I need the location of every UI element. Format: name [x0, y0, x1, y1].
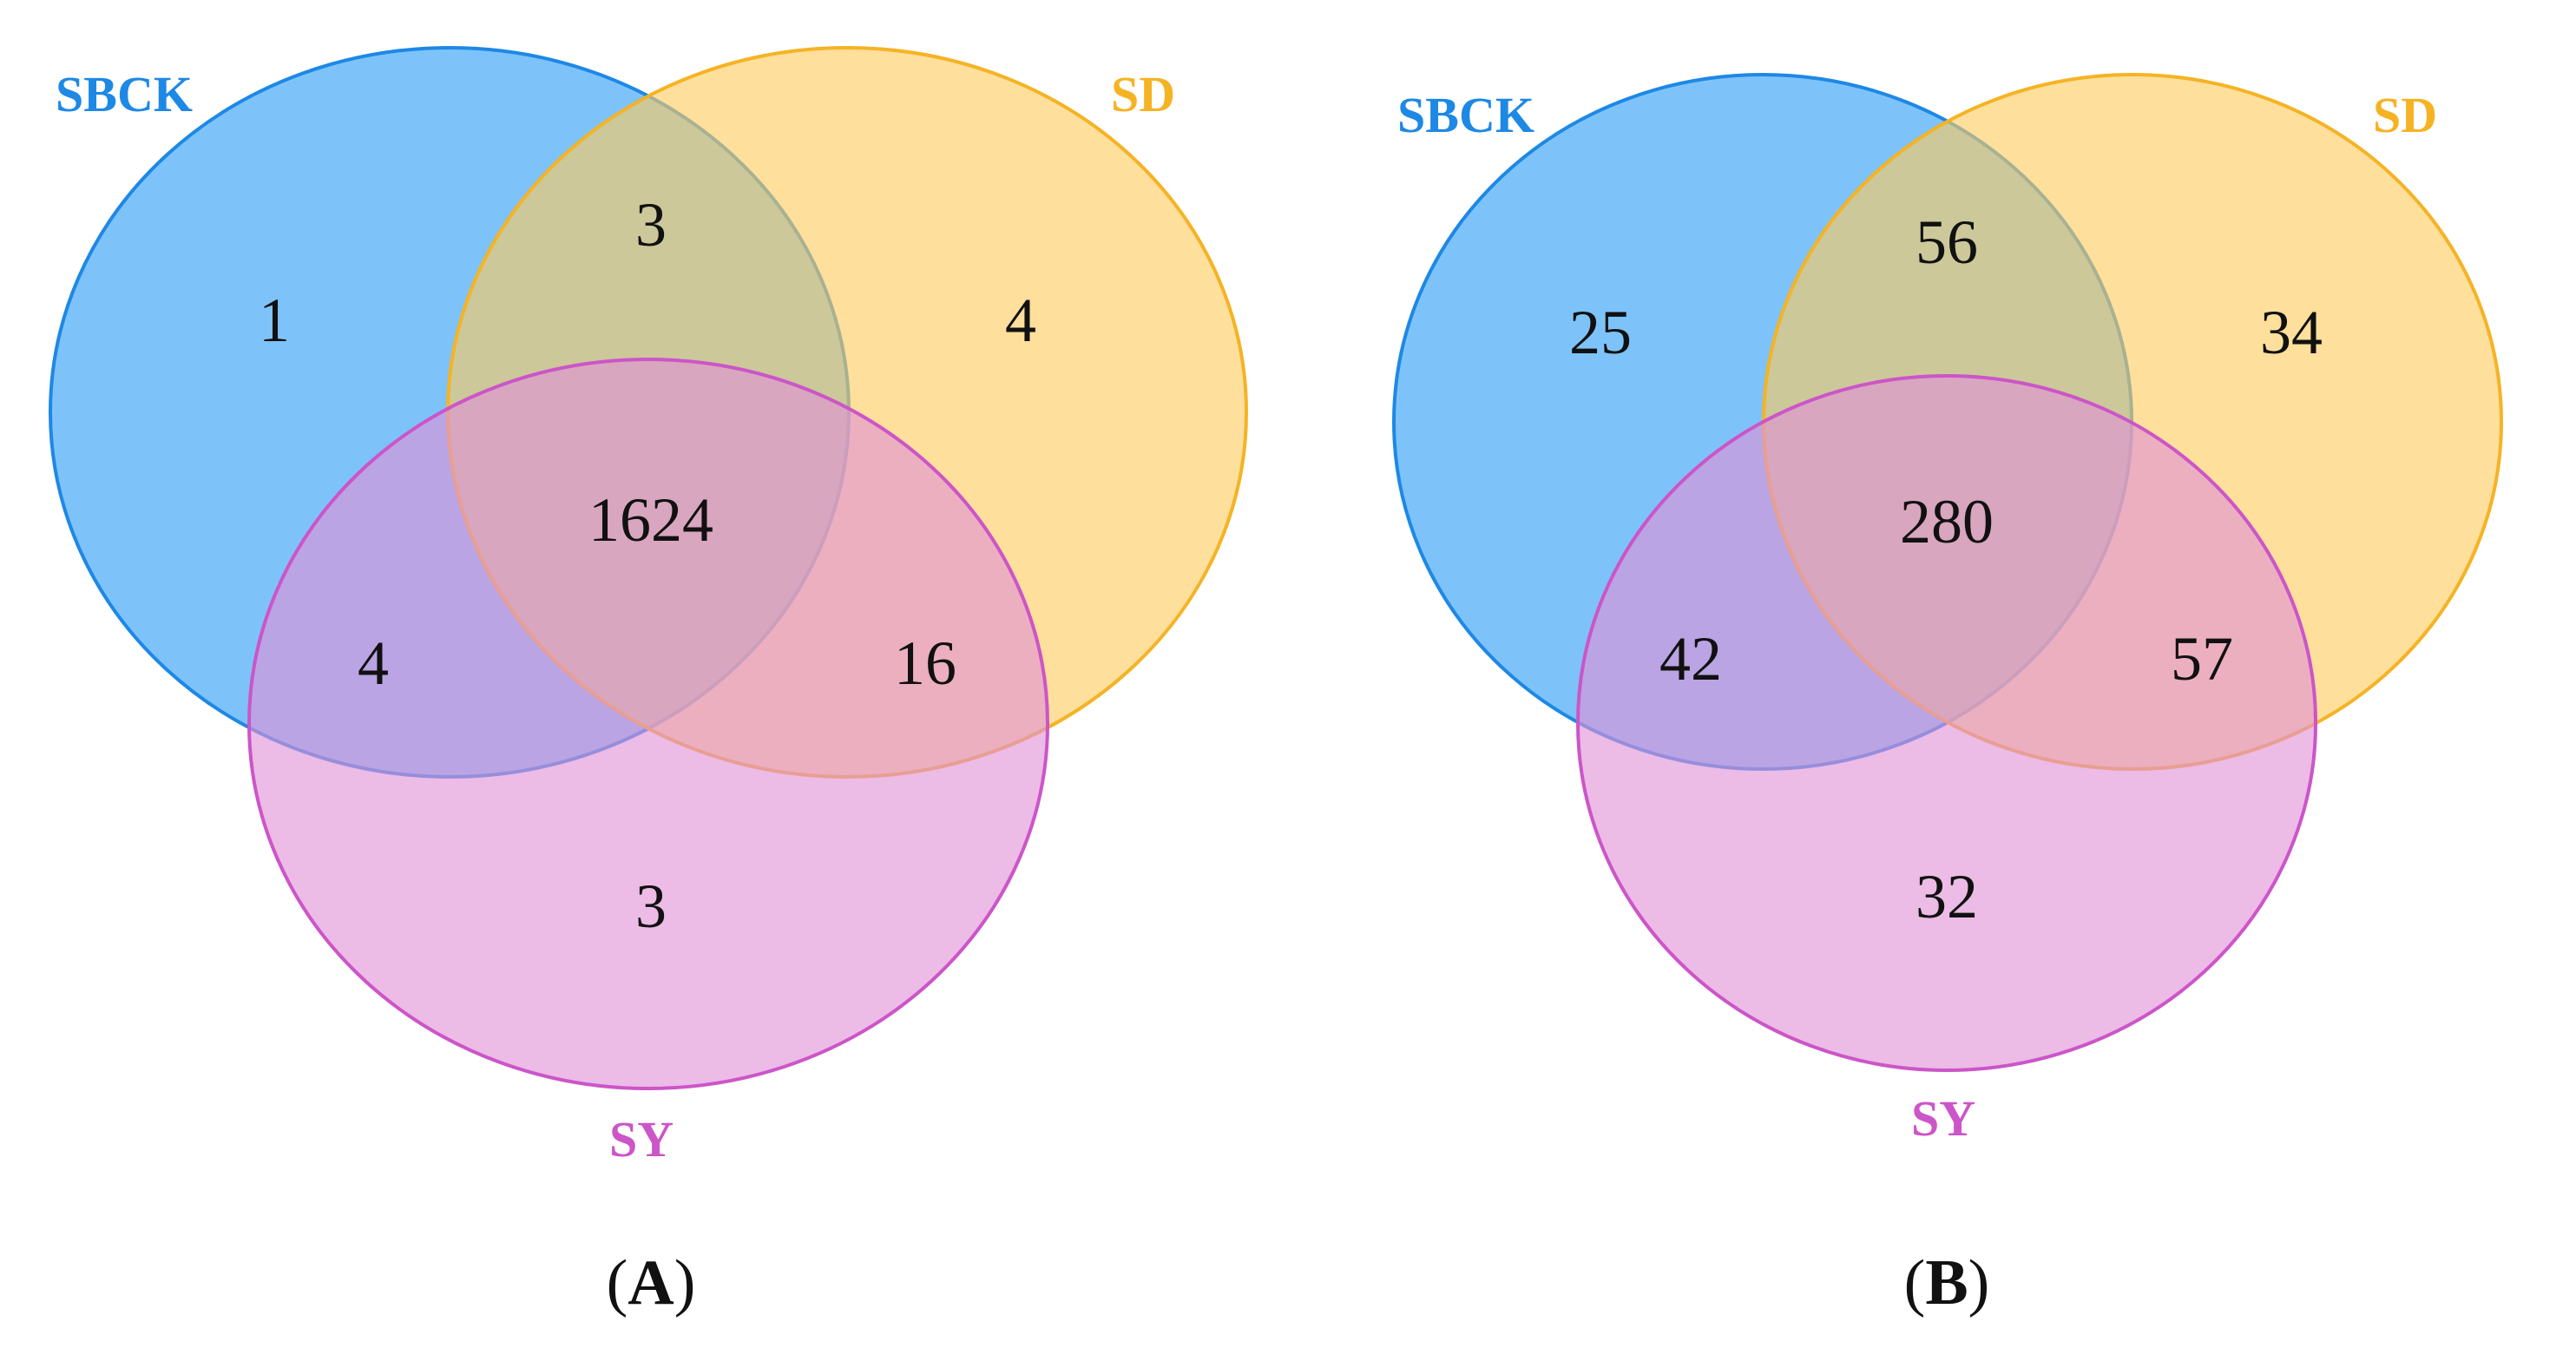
region-sbck-sd-b: 56: [1916, 207, 1978, 277]
region-sbck-sy-a: 4: [358, 628, 389, 698]
region-sd-only-b: 34: [2260, 298, 2323, 367]
set-label-sbck-a: SBCK: [56, 66, 193, 122]
region-sbck-only-b: 25: [1569, 298, 1632, 367]
venn-panel-a: SBCK SD SY 1 3 4 1624 4 16 3 (A): [49, 46, 1248, 1319]
region-sbck-sy-b: 42: [1659, 624, 1722, 694]
region-sbck-sd-a: 3: [635, 190, 667, 260]
caption-open-paren-b: (: [1904, 1247, 1926, 1319]
set-label-sbck-b: SBCK: [1397, 87, 1534, 143]
region-sy-only-b: 32: [1916, 862, 1978, 931]
set-sy-circle-b: [1576, 374, 2317, 1072]
region-sd-sy-a: 16: [894, 628, 956, 698]
caption-close-paren-a: ): [674, 1247, 696, 1319]
caption-open-paren-a: (: [607, 1247, 628, 1319]
caption-letter-b: B: [1925, 1247, 1968, 1319]
region-sy-only-a: 3: [635, 871, 667, 941]
set-label-sy-a: SY: [609, 1111, 674, 1167]
set-label-sd-a: SD: [1111, 66, 1175, 122]
venn-panel-b: SBCK SD SY 25 56 34 280 42 57 32 (B): [1392, 73, 2503, 1319]
region-all-b: 280: [1900, 487, 1994, 556]
set-label-sd-b: SD: [2373, 87, 2437, 143]
region-sd-sy-b: 57: [2171, 624, 2233, 694]
caption-close-paren-b: ): [1968, 1247, 1990, 1319]
set-label-sy-b: SY: [1911, 1090, 1975, 1147]
panel-caption-a: (A): [607, 1247, 696, 1319]
panel-caption-b: (B): [1904, 1247, 1990, 1319]
region-sbck-only-a: 1: [259, 286, 290, 355]
region-all-a: 1624: [588, 485, 713, 555]
set-sy-circle-a: [247, 358, 1049, 1090]
caption-letter-a: A: [628, 1247, 674, 1319]
region-sd-only-a: 4: [1005, 286, 1036, 355]
